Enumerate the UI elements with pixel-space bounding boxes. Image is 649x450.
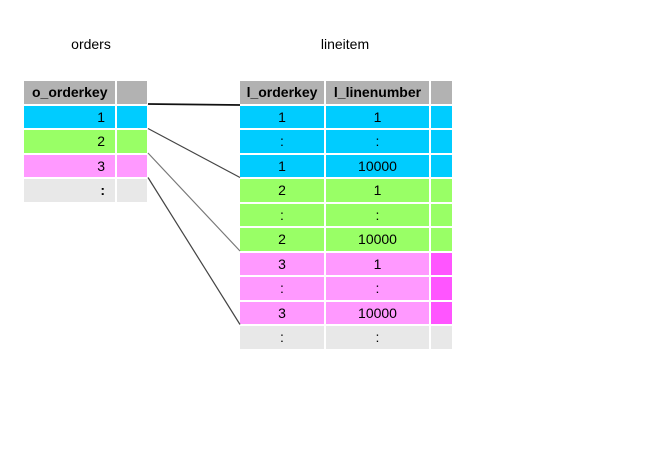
join-line-group2-bottom [147, 152, 241, 252]
lineitem-row: 3 10000 [240, 301, 452, 324]
row-color-cell [431, 130, 452, 153]
orders-table-title: orders [71, 36, 111, 52]
row-color-cell [117, 130, 147, 153]
row-color-cell [431, 154, 452, 177]
l-orderkey-cell: 2 [240, 179, 324, 202]
lineitem-row: 2 10000 [240, 228, 452, 251]
lineitem-header-spacer-cell [431, 81, 452, 104]
l-orderkey-cell: 1 [240, 154, 324, 177]
lineitem-row: 2 1 [240, 179, 452, 202]
row-color-cell [431, 277, 452, 300]
orders-row: : [24, 179, 147, 202]
orderkey-cell: : [24, 179, 115, 202]
lineitem-column-header-orderkey: l_orderkey [240, 81, 324, 104]
lineitem-row: : : [240, 130, 452, 153]
join-line-group3-bottom [147, 177, 241, 325]
l-linenumber-cell: : [326, 326, 429, 349]
orderkey-cell: 3 [24, 154, 115, 177]
lineitem-table: l_orderkey l_linenumber 1 1 : : 1 10000 … [240, 81, 452, 349]
row-color-cell [431, 301, 452, 324]
l-orderkey-cell: 2 [240, 228, 324, 251]
orderkey-cell: 2 [24, 130, 115, 153]
orders-header-spacer-cell [117, 81, 147, 104]
l-orderkey-cell: : [240, 277, 324, 300]
l-linenumber-cell: 1 [326, 105, 429, 128]
lineitem-row: 1 10000 [240, 154, 452, 177]
l-linenumber-cell: 1 [326, 252, 429, 275]
l-linenumber-cell: : [326, 203, 429, 226]
join-line-group1-top [147, 103, 241, 106]
lineitem-row: 1 1 [240, 105, 452, 128]
lineitem-row: : : [240, 203, 452, 226]
l-orderkey-cell: 3 [240, 252, 324, 275]
row-color-cell [431, 326, 452, 349]
row-color-cell [431, 203, 452, 226]
l-orderkey-cell: 1 [240, 105, 324, 128]
row-color-cell [117, 105, 147, 128]
l-orderkey-cell: : [240, 326, 324, 349]
orders-row: 2 [24, 130, 147, 153]
l-linenumber-cell: : [326, 130, 429, 153]
l-orderkey-cell: : [240, 203, 324, 226]
orders-column-header: o_orderkey [24, 81, 115, 104]
orders-row: 1 [24, 105, 147, 128]
l-orderkey-cell: 3 [240, 301, 324, 324]
l-orderkey-cell: : [240, 130, 324, 153]
lineitem-header-row: l_orderkey l_linenumber [240, 81, 452, 104]
l-linenumber-cell: 10000 [326, 154, 429, 177]
row-color-cell [117, 154, 147, 177]
orders-header-row: o_orderkey [24, 81, 147, 104]
lineitem-row: : : [240, 326, 452, 349]
join-line-group1-bottom [147, 127, 241, 179]
l-linenumber-cell: 10000 [326, 228, 429, 251]
row-color-cell [431, 228, 452, 251]
row-color-cell [431, 105, 452, 128]
row-color-cell [431, 179, 452, 202]
lineitem-column-header-linenumber: l_linenumber [326, 81, 429, 104]
row-color-cell [117, 179, 147, 202]
l-linenumber-cell: : [326, 277, 429, 300]
row-color-cell [431, 252, 452, 275]
orders-table: o_orderkey 1 2 3 : [24, 81, 147, 202]
l-linenumber-cell: 10000 [326, 301, 429, 324]
lineitem-row: : : [240, 277, 452, 300]
lineitem-table-title: lineitem [320, 36, 370, 52]
orderkey-cell: 1 [24, 105, 115, 128]
l-linenumber-cell: 1 [326, 179, 429, 202]
orders-row: 3 [24, 154, 147, 177]
lineitem-row: 3 1 [240, 252, 452, 275]
